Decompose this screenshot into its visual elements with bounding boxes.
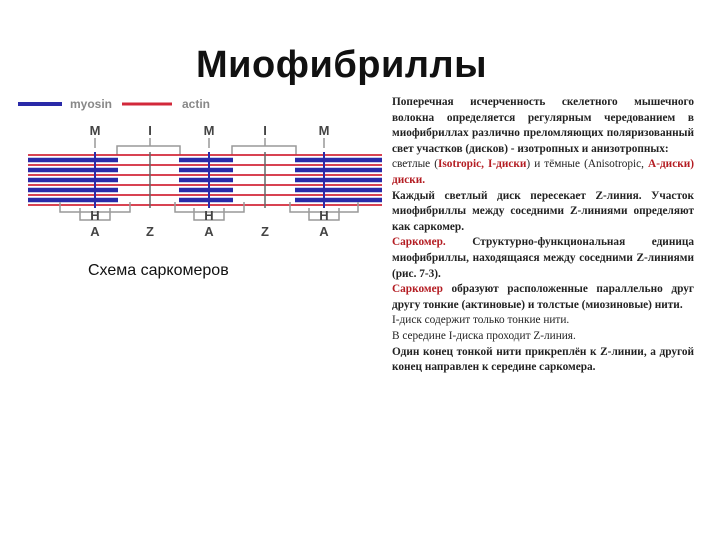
sarcomere-filaments-text: образуют расположенные параллельно друг … [392, 283, 694, 311]
discs-text-1: светлые ( [392, 158, 438, 171]
top-label-m1: M [90, 123, 101, 138]
sarcomere-diagram: myosin actin M I M I M [18, 97, 382, 239]
paragraph-thin-filament: Один конец тонкой нити прикреплён к Z-ли… [392, 345, 694, 374]
top-label-i1: I [148, 123, 152, 138]
paragraph-sarcomere-filaments: Саркомер образуют расположенные параллел… [392, 282, 694, 313]
paragraph-i-disc: I-диск содержит только тонкие нити. [392, 314, 570, 327]
legend-myosin-label: myosin [70, 97, 112, 111]
bottom-label-z1: Z [146, 224, 154, 239]
paragraph-discs: светлые (Isotropic, I-диски) и тёмные (A… [392, 157, 694, 188]
filament-rows [28, 152, 382, 208]
discs-isotropic: Isotropic, I-диски [438, 158, 527, 171]
diagram-caption: Схема саркомеров [88, 262, 229, 279]
h-label-3: H [319, 208, 328, 223]
sarcomere-term-2: Саркомер [392, 283, 443, 296]
paragraph-z-line: Каждый светлый диск пересекает Z-линия. … [392, 189, 694, 233]
h-label-1: H [90, 208, 99, 223]
discs-anisotropic: A-диски) диски. [392, 158, 694, 186]
legend-actin-label: actin [182, 97, 210, 111]
sarcomere-definition: Структурно-функциональная единица миофиб… [392, 236, 694, 280]
paragraph-striation: Поперечная исчерченность скелетного мыше… [392, 96, 694, 155]
bottom-label-a2: A [204, 224, 214, 239]
page-title: Миофибриллы [196, 44, 488, 86]
top-label-i2: I [263, 123, 267, 138]
bottom-label-a1: A [90, 224, 100, 239]
body-text: Поперечная исчерченность скелетного мыше… [392, 95, 694, 376]
bottom-label-z2: Z [261, 224, 269, 239]
paragraph-sarcomere-unit: Саркомер. Структурно-функциональная един… [392, 235, 694, 282]
discs-text-2: ) и тёмные (Anisotropic, [526, 158, 644, 171]
h-label-2: H [204, 208, 213, 223]
sarcomere-term-1: Саркомер. [392, 236, 446, 249]
paragraph-z-middle: В середине I-диска проходит Z-линия. [392, 329, 576, 342]
a-band-brackets [59, 202, 359, 221]
top-label-m2: M [204, 123, 215, 138]
i-band-brackets [94, 138, 325, 155]
top-label-m3: M [319, 123, 330, 138]
bottom-label-a3: A [319, 224, 329, 239]
